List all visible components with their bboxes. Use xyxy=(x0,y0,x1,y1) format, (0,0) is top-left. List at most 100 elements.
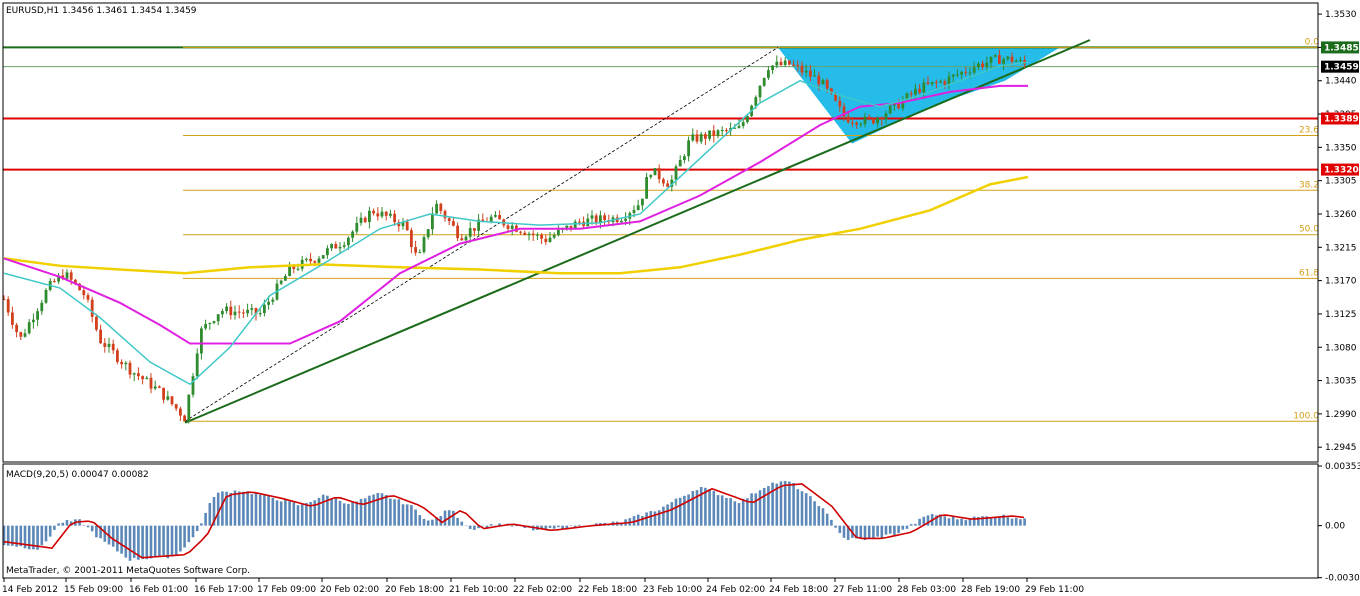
macd-bar xyxy=(578,524,581,526)
candle-body xyxy=(674,166,678,180)
macd-bar xyxy=(956,519,959,526)
macd-bar xyxy=(548,525,552,528)
candle-body xyxy=(1019,60,1022,62)
candle xyxy=(221,308,224,318)
macd-bar xyxy=(296,505,300,526)
macd-bar xyxy=(515,525,518,527)
candle xyxy=(813,69,816,77)
candle-body xyxy=(578,221,581,223)
time-tick-label: 16 Feb 17:00 xyxy=(194,585,253,595)
candle-body xyxy=(456,225,459,239)
candle-body xyxy=(166,396,170,400)
macd-bar xyxy=(729,498,732,526)
candle xyxy=(36,308,39,327)
macd-bar xyxy=(288,501,291,526)
macd-bar xyxy=(221,491,224,526)
candle-body xyxy=(221,311,224,315)
candle-body xyxy=(321,255,325,259)
trend-line xyxy=(184,39,1091,424)
candle-body xyxy=(905,93,909,101)
candle-body xyxy=(649,175,653,178)
macd-bar xyxy=(435,517,438,526)
ema-fast-line xyxy=(3,61,1029,386)
candle-body xyxy=(510,225,514,229)
candle-body xyxy=(15,324,18,333)
macd-bar xyxy=(825,513,829,526)
candle-body xyxy=(956,74,959,76)
macd-bar xyxy=(544,525,548,531)
candle xyxy=(57,273,60,284)
candle-body xyxy=(1002,59,1005,64)
candle xyxy=(435,200,438,214)
candle xyxy=(1010,52,1014,66)
candle-body xyxy=(149,377,153,389)
candle xyxy=(19,331,23,341)
macd-bar xyxy=(132,525,136,558)
candle-body xyxy=(876,118,879,124)
candle xyxy=(930,81,934,87)
candle xyxy=(401,218,405,230)
macd-bar xyxy=(250,494,254,526)
candle-body xyxy=(544,238,548,243)
time-tick-label: 16 Feb 01:00 xyxy=(129,585,188,595)
candle xyxy=(250,303,254,316)
macd-bar xyxy=(174,525,178,555)
candle-body xyxy=(145,377,149,380)
candle-body xyxy=(855,122,858,125)
macd-bar xyxy=(678,497,682,526)
candle-body xyxy=(204,323,207,329)
candle xyxy=(179,406,182,421)
candle-body xyxy=(977,63,980,68)
candle-body xyxy=(796,64,800,66)
candle-body xyxy=(86,295,90,300)
candle-body xyxy=(460,238,464,241)
candle-body xyxy=(783,60,787,66)
macd-bar xyxy=(23,525,27,549)
macd-bar xyxy=(48,525,52,537)
candle-body xyxy=(376,213,380,217)
candle xyxy=(737,119,741,129)
macd-bar xyxy=(384,495,388,526)
candle-body xyxy=(800,65,804,73)
candle-body xyxy=(880,118,884,120)
time-tick-label: 14 Feb 2012 xyxy=(2,585,58,595)
macd-bar xyxy=(683,495,686,526)
macd-bar xyxy=(19,525,23,547)
macd-bar xyxy=(305,502,308,526)
candle-body xyxy=(326,248,329,256)
macd-bar xyxy=(267,495,270,526)
candle-body xyxy=(821,80,825,85)
candle xyxy=(670,175,674,192)
time-tick-label: 20 Feb 18:00 xyxy=(385,585,444,595)
macd-bar xyxy=(82,525,86,526)
candle xyxy=(473,228,476,237)
candle xyxy=(695,129,699,144)
candle xyxy=(510,222,514,236)
candle-body xyxy=(792,64,795,66)
candle xyxy=(960,70,963,81)
macd-bar xyxy=(489,524,493,526)
candle-body xyxy=(103,343,107,347)
candle-body xyxy=(468,228,472,237)
macd-bar xyxy=(191,525,195,538)
macd-bar xyxy=(897,525,900,534)
candle xyxy=(830,87,833,95)
macd-bar xyxy=(166,525,170,559)
candle-body xyxy=(78,283,81,291)
candle-body xyxy=(6,299,10,313)
candle xyxy=(771,64,774,75)
candle xyxy=(447,216,451,225)
candle xyxy=(90,296,94,323)
candle xyxy=(758,85,762,102)
candle xyxy=(989,56,993,69)
candle-body xyxy=(809,70,812,77)
candle xyxy=(116,348,119,365)
candle xyxy=(653,168,657,176)
macd-tick-label: 0.00 xyxy=(1325,522,1345,532)
candle xyxy=(842,102,846,122)
macd-bar xyxy=(796,489,800,526)
macd-bar xyxy=(443,510,447,526)
macd-bar xyxy=(242,491,245,526)
candle xyxy=(65,269,69,281)
